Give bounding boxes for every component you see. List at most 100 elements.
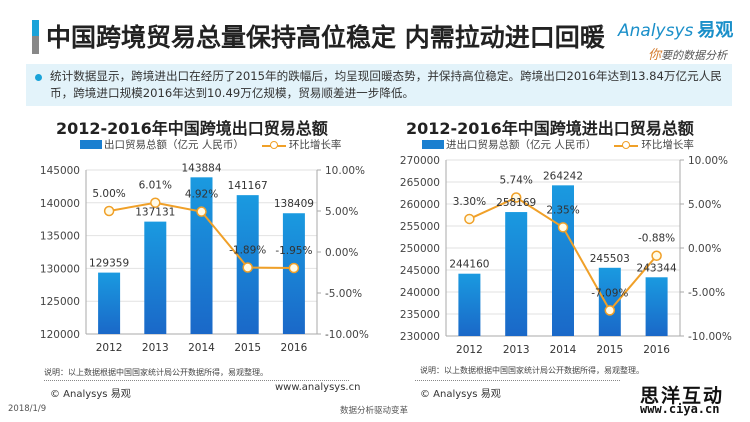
copyright-left: © Analysys 易观	[50, 389, 131, 400]
growth-value-label: -7.09%	[591, 287, 628, 299]
website-link[interactable]: www.analysys.cn	[275, 382, 361, 393]
bar	[458, 273, 481, 336]
bar-value-label: 258169	[496, 197, 536, 209]
y2-tick-label: -10.00%	[688, 331, 732, 343]
growth-value-label: 5.00%	[92, 188, 125, 200]
x-tick-label: 2015	[596, 344, 623, 356]
y2-tick-label: 0.00%	[688, 243, 721, 255]
y-tick-label: 260000	[400, 199, 440, 211]
chart-2-title: 2012-2016年中国跨境进出口贸易总额	[406, 119, 694, 138]
logo-brand: Analysys	[618, 21, 694, 41]
bar-value-label: 137131	[135, 207, 175, 219]
legend-line-swatch	[614, 140, 639, 150]
bar-value-label: 138409	[274, 198, 314, 210]
chart-1-note: 说明：以上数据根据中国国家统计局公开数据所得，易观整理。	[44, 368, 268, 377]
y-tick-label: 125000	[40, 296, 80, 308]
growth-value-label: 2.35%	[546, 204, 579, 216]
growth-point	[464, 213, 475, 225]
y2-tick-label: 10.00%	[688, 155, 728, 167]
bar-value-label: 245503	[590, 253, 630, 265]
summary-text: 统计数据显示，跨境进出口在经历了2015年的跌幅后，均呈现回暖态势，并保持高位稳…	[50, 69, 722, 100]
growth-point	[196, 206, 207, 217]
y-tick-label: 240000	[400, 287, 440, 299]
growth-value-label: 6.01%	[139, 180, 172, 192]
summary-box: 统计数据显示，跨境进出口在经历了2015年的跌幅后，均呈现回暖态势，并保持高位稳…	[26, 64, 732, 106]
copyright-right: © Analysys 易观	[420, 389, 501, 400]
bar-value-label: 243344	[637, 262, 677, 274]
divider	[44, 380, 349, 381]
bar	[505, 212, 528, 336]
bar-value-label: 129359	[89, 258, 129, 270]
growth-point	[150, 197, 161, 208]
legend-bar-label: 进出口贸易总额（亿元 人民币）	[446, 139, 597, 151]
y-tick-label: 230000	[400, 331, 440, 343]
growth-value-label: -1.89%	[229, 244, 266, 256]
logo-slogan-first: 你	[648, 48, 662, 63]
x-tick-label: 2015	[234, 342, 261, 354]
y-tick-label: 140000	[40, 198, 80, 210]
y-tick-label: 130000	[40, 263, 80, 275]
legend-bar-swatch	[422, 140, 444, 149]
y-tick-label: 270000	[400, 155, 440, 167]
x-tick-label: 2013	[142, 342, 169, 354]
y-tick-label: 145000	[40, 165, 80, 177]
chart-1-legend: 出口贸易总额（亿元 人民币） 环比增长率	[80, 137, 341, 152]
growth-value-label: 5.74%	[500, 174, 533, 186]
bar	[598, 267, 621, 336]
y2-tick-label: 10.00%	[325, 165, 365, 177]
y2-tick-label: 5.00%	[688, 199, 721, 211]
bar-value-label: 143884	[181, 162, 221, 174]
chart-2-legend: 进出口贸易总额（亿元 人民币） 环比增长率	[422, 137, 694, 152]
y-tick-label: 250000	[400, 243, 440, 255]
legend-bar-swatch	[80, 140, 102, 149]
x-tick-label: 2014	[550, 344, 577, 356]
page-title: 中国跨境贸易总量保持高位稳定 内需拉动进口回暖	[46, 23, 605, 52]
y-tick-label: 120000	[40, 329, 80, 341]
bar	[190, 177, 213, 334]
bar	[98, 272, 121, 334]
analysys-logo: Analysys 易观 你要的数据分析	[618, 16, 748, 66]
divider	[415, 380, 620, 381]
x-tick-label: 2012	[456, 344, 483, 356]
y-tick-label: 245000	[400, 265, 440, 277]
y-tick-label: 255000	[400, 221, 440, 233]
footer-slogan: 数据分析驱动变革	[340, 406, 409, 416]
title-accent-bar	[32, 20, 39, 54]
legend-line-label: 环比增长率	[641, 139, 694, 151]
bar	[144, 221, 167, 334]
bar	[282, 213, 305, 334]
y2-tick-label: -10.00%	[325, 329, 369, 341]
growth-value-label: -0.88%	[638, 233, 675, 245]
date-label: 2018/1/9	[8, 404, 47, 414]
x-tick-label: 2016	[643, 344, 670, 356]
y-tick-label: 265000	[400, 177, 440, 189]
growth-point	[510, 192, 522, 203]
growth-point	[242, 262, 253, 273]
growth-point	[557, 222, 569, 233]
growth-value-label: 4.92%	[185, 189, 218, 201]
growth-point	[651, 250, 662, 261]
growth-value-label: 3.30%	[453, 196, 486, 208]
y-tick-label: 135000	[40, 231, 80, 243]
bar-value-label: 141167	[228, 180, 268, 192]
y-tick-label: 235000	[400, 309, 440, 321]
y2-tick-label: 5.00%	[325, 206, 358, 218]
watermark-url: www.ciya.cn	[640, 402, 720, 416]
legend-line-swatch	[261, 140, 286, 150]
legend-bar-label: 出口贸易总额（亿元 人民币）	[104, 139, 244, 151]
y2-tick-label: -5.00%	[325, 288, 362, 300]
legend-line-label: 环比增长率	[288, 139, 342, 151]
bar-value-label: 244160	[449, 259, 489, 271]
chart-2-note: 说明：以上数据根据中国国家统计局公开数据所得，易观整理。	[420, 366, 644, 375]
growth-point	[604, 305, 616, 316]
x-tick-label: 2013	[503, 344, 530, 356]
y2-tick-label: -5.00%	[688, 287, 725, 299]
bullet-icon	[35, 74, 42, 81]
bar-value-label: 264242	[543, 170, 583, 182]
logo-slogan-rest: 要的数据分析	[661, 49, 728, 62]
growth-value-label: -1.95%	[275, 245, 312, 257]
x-tick-label: 2012	[96, 342, 123, 354]
chart-1-title: 2012-2016年中国跨境出口贸易总额	[56, 119, 328, 138]
